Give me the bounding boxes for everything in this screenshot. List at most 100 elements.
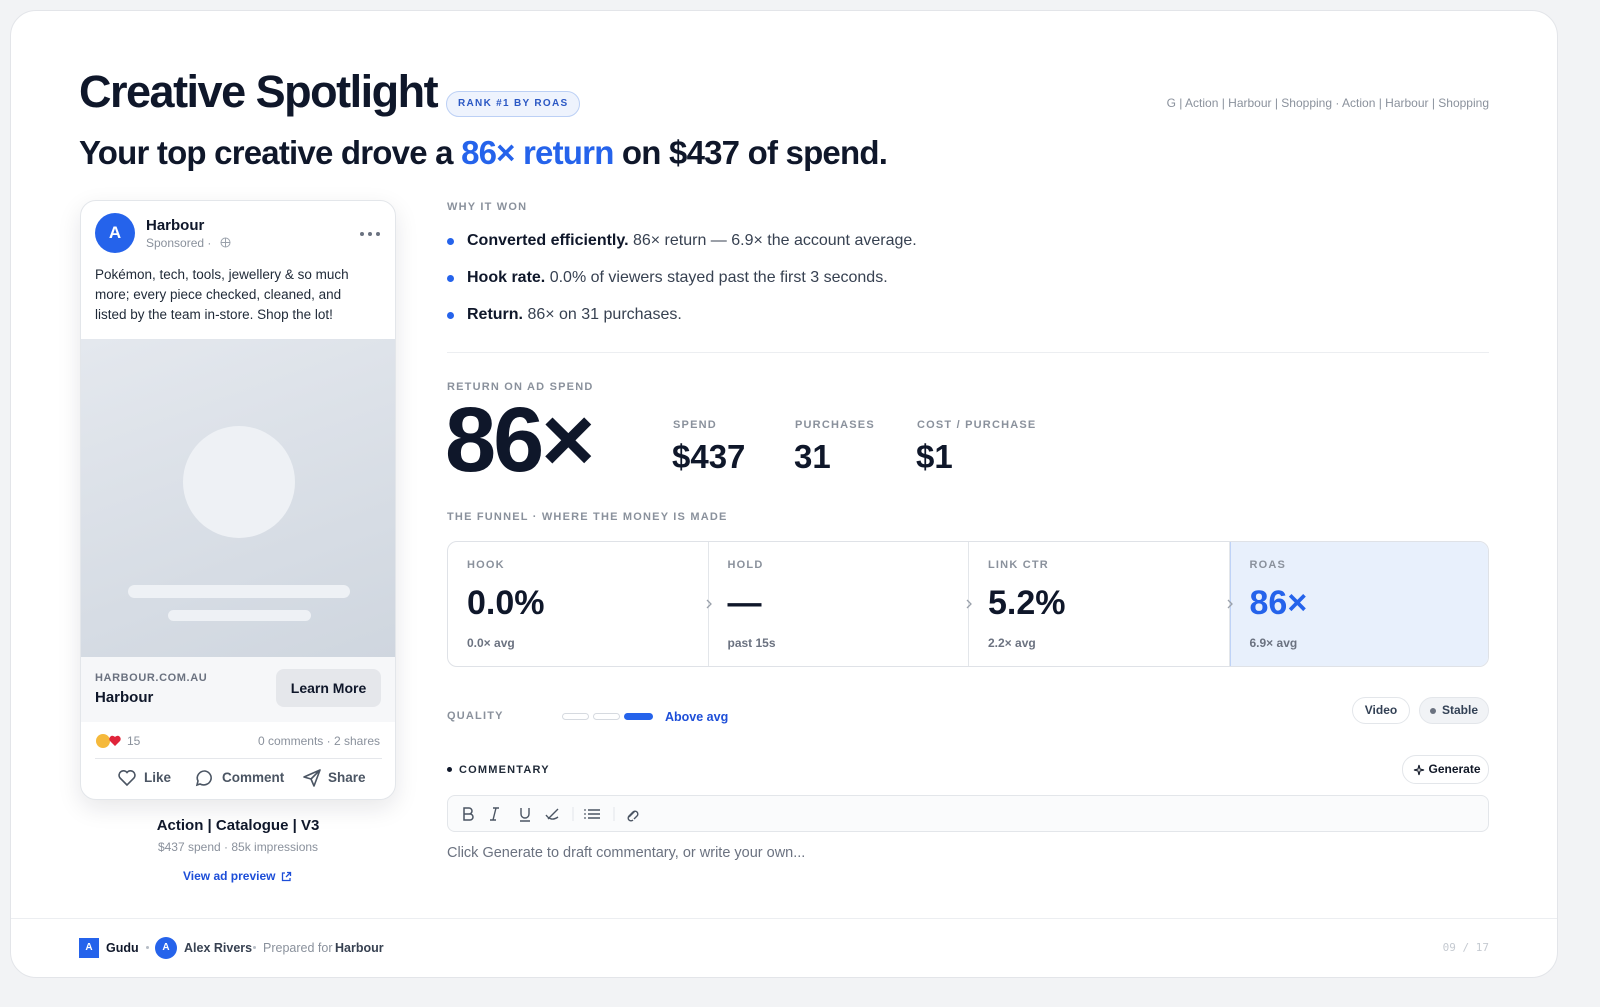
toolbar-icons[interactable] [460,806,660,822]
ad-link-bar: HARBOUR.COM.AU Harbour Learn More [81,657,395,722]
user-name: Alex Rivers [184,941,253,955]
view-preview-link[interactable]: View ad preview [183,869,276,883]
client-name: Harbour [335,941,384,955]
why-text: 86× return — 6.9× the account average. [628,232,917,249]
engagement: 0 comments · 2 shares [257,734,380,748]
brand-logo: A [79,938,99,958]
breadcrumb: G | Action | Harbour | Shopping · Action… [1166,96,1489,110]
step-sub: 6.9× avg [1249,636,1298,650]
divider [447,352,1489,353]
funnel-label: THE FUNNEL · WHERE THE MONEY IS MADE [447,511,728,523]
image-placeholder [183,426,295,538]
why-bold: Hook rate. [467,269,546,286]
ad-image [81,339,395,657]
why-item: Return. 86× on 31 purchases. [447,305,917,342]
action-share[interactable]: Share [328,770,366,785]
step-value: 5.2% [988,584,1066,622]
why-list: Converted efficiently. 86× return — 6.9×… [447,231,917,342]
ad-preview: A Harbour Sponsored · Pokémon, tech, too… [80,200,396,800]
quality-segment [593,713,620,720]
quality-segment [562,713,589,720]
creative-meta: $437 spend · 85k impressions [157,840,319,854]
commentary-label: COMMENTARY [459,764,550,776]
roas-label: RETURN ON AD SPEND [447,381,594,393]
step-sub: 0.0× avg [467,636,515,650]
bullet [447,767,452,772]
share-icon [303,769,321,787]
funnel-step: ROAS 86× 6.9× avg [1229,542,1488,666]
generate-button[interactable]: Generate [1402,755,1489,784]
quality-rating: Above avg [665,710,729,724]
why-item: Converted efficiently. 86× return — 6.9×… [447,231,917,268]
headline: Your top creative drove a 86× return on … [79,134,888,172]
stat-value: $1 [916,438,953,475]
step-value: 86× [1249,584,1308,622]
more-icon[interactable] [359,230,381,238]
brand-name: Gudu [106,941,139,955]
editor-toolbar [447,795,1489,832]
step-sub: past 15s [727,636,776,650]
why-bold: Return. [467,306,523,323]
reaction-icons [96,734,121,748]
ad-page: Harbour [146,217,205,234]
quality-segment [624,713,653,720]
stat-value: $437 [672,438,746,475]
globe-icon [220,237,231,248]
why-item: Hook rate. 0.0% of viewers stayed past t… [447,268,917,305]
step-value: 0.0% [467,584,545,622]
roas-value: 86× [445,389,595,491]
bullet [447,238,454,245]
step-label: HOLD [727,559,764,571]
chevron [706,599,712,609]
headline-text: on $437 of spend. [613,134,888,171]
quality-label: QUALITY [447,710,504,722]
step-sub: 2.2× avg [988,636,1036,650]
divider [11,918,1557,919]
image-placeholder [168,610,311,621]
ad-sponsored: Sponsored · [146,236,212,250]
stat-value: 31 [794,438,831,475]
step-label: LINK CTR [988,559,1049,571]
chevron [966,599,972,609]
rank-badge: RANK #1 BY ROAS [446,91,581,117]
ad-name: Harbour [95,689,154,706]
title: Creative Spotlight [79,66,439,117]
ad-avatar: A [95,213,135,253]
tag: Video [1352,697,1410,724]
step-label: ROAS [1249,559,1287,571]
user-avatar: A [155,937,177,959]
why-text: 0.0% of viewers stayed past the first 3 … [545,269,888,286]
action-like[interactable]: Like [144,770,172,785]
ad-body: Pokémon, tech, tools, jewellery & so muc… [95,267,349,322]
ad-domain: HARBOUR.COM.AU [95,672,208,684]
separator [146,946,149,949]
divider [95,758,382,759]
stat-label: SPEND [673,419,717,431]
image-placeholder [128,585,350,598]
step-value: — [727,584,762,622]
comment-icon [195,770,212,787]
page-number: 09 / 17 [1442,941,1489,954]
cta-button[interactable]: Learn More [276,669,381,707]
funnel-step: LINK CTR 5.2% 2.2× avg [969,542,1230,666]
funnel-step: HOLD — past 15s [709,542,969,666]
chevron [1227,599,1233,609]
action-comment[interactable]: Comment [222,770,285,785]
sparkle-icon [1413,764,1425,776]
why-bold: Converted efficiently. [467,232,629,249]
stat-label: COST / PURCHASE [917,419,1037,431]
funnel-step: HOOK 0.0% 0.0× avg [448,542,709,666]
creative-name: Action | Catalogue | V3 [156,817,320,834]
stat-label: PURCHASES [795,419,875,431]
bullet [447,312,454,319]
headline-highlight: 86× return [461,134,614,171]
prepared-for: Prepared for [263,941,333,955]
section-label: WHY IT WON [447,201,528,213]
external-icon [281,871,292,882]
why-text: 86× on 31 purchases. [523,306,682,323]
commentary-placeholder[interactable]: Click Generate to draft commentary, or w… [447,845,806,861]
bullet [447,275,454,282]
reaction-count: 15 [127,734,141,748]
